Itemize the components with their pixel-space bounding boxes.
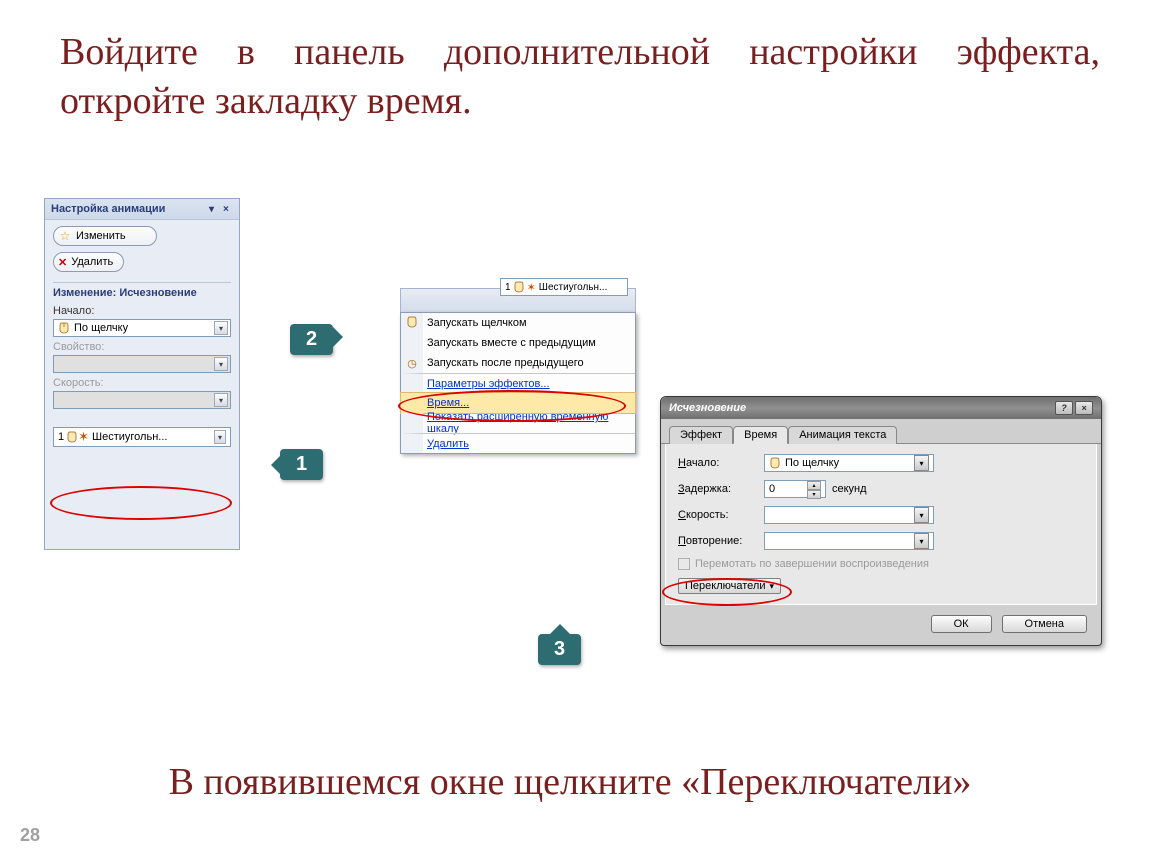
dlg-start-combo[interactable]: По щелчку ▾ bbox=[764, 454, 934, 472]
dlg-start-label: Начало: bbox=[678, 457, 764, 469]
checkbox-icon bbox=[678, 558, 690, 570]
start-label: Начало: bbox=[53, 301, 231, 319]
menu-item-label: Показать расширенную временную шкалу bbox=[427, 411, 627, 435]
dropdown-arrow-icon: ▾ bbox=[214, 393, 228, 407]
remove-effect-label: Удалить bbox=[71, 256, 113, 268]
remove-effect-button[interactable]: ✕ Удалить bbox=[53, 252, 124, 272]
property-combo: ▾ bbox=[53, 355, 231, 373]
dlg-repeat-combo[interactable]: ▾ bbox=[764, 532, 934, 550]
item-dropdown-icon[interactable]: ▾ bbox=[214, 430, 226, 444]
ok-button[interactable]: ОК bbox=[931, 615, 992, 633]
start-combo[interactable]: По щелчку ▾ bbox=[53, 319, 231, 337]
close-button-icon[interactable]: × bbox=[1075, 401, 1093, 415]
menu-item-show-timeline[interactable]: Показать расширенную временную шкалу bbox=[401, 413, 635, 433]
slide-title: Войдите в панель дополнительной настройк… bbox=[60, 28, 1100, 127]
triggers-toggle-button[interactable]: Переключатели ▾ bbox=[678, 578, 781, 594]
dropdown-arrow-icon[interactable]: ▾ bbox=[914, 533, 929, 549]
task-pane-title-text: Настройка анимации bbox=[51, 203, 165, 215]
tab-effect[interactable]: Эффект bbox=[669, 426, 733, 444]
speed-combo: ▾ bbox=[53, 391, 231, 409]
change-effect-label: Изменить bbox=[76, 230, 126, 242]
effect-star-icon: ✶ bbox=[527, 281, 536, 294]
menu-item-label: Удалить bbox=[427, 438, 469, 450]
spinner-icon[interactable]: ▴▾ bbox=[807, 481, 821, 497]
section-heading: Изменение: Исчезновение bbox=[53, 282, 231, 301]
mouse-icon bbox=[66, 431, 78, 443]
dropdown-arrow-icon[interactable]: ▾ bbox=[914, 507, 929, 523]
callout-step-1: 1 bbox=[280, 449, 323, 480]
remove-x-icon: ✕ bbox=[58, 256, 67, 269]
menu-item-effect-options[interactable]: Параметры эффектов... bbox=[401, 373, 635, 393]
triggers-toggle-label: Переключатели bbox=[685, 580, 765, 592]
task-pane-titlebar: Настройка анимации ▾ × bbox=[45, 199, 239, 220]
speed-label: Скорость: bbox=[53, 373, 231, 391]
mouse-icon bbox=[513, 281, 525, 293]
mouse-icon bbox=[403, 316, 421, 331]
dlg-delay-spinner[interactable]: 0 ▴▾ bbox=[764, 480, 826, 498]
page-number: 28 bbox=[20, 825, 40, 846]
trigger-number: 1 bbox=[505, 282, 511, 293]
dlg-delay-label: Задержка: bbox=[678, 483, 764, 495]
context-menu-area: 1 ✶ Шестиугольн... Запускать щелчком Зап… bbox=[400, 288, 636, 454]
dlg-delay-unit: секунд bbox=[832, 483, 867, 495]
task-pane-close-icon[interactable]: × bbox=[223, 204, 233, 214]
change-effect-button[interactable]: ☆ Изменить bbox=[53, 226, 157, 246]
callout-step-3: 3 bbox=[538, 634, 581, 665]
chevron-down-icon: ▾ bbox=[769, 581, 774, 592]
dlg-delay-value: 0 bbox=[769, 483, 775, 495]
start-combo-value: По щелчку bbox=[74, 322, 128, 334]
menu-item-remove[interactable]: Удалить bbox=[401, 433, 635, 453]
menu-item-with-previous[interactable]: Запускать вместе с предыдущим bbox=[401, 333, 635, 353]
trigger-item-name: Шестиугольн... bbox=[539, 282, 608, 293]
dlg-repeat-label: Повторение: bbox=[678, 535, 764, 547]
menu-item-label: Параметры эффектов... bbox=[427, 378, 550, 390]
animation-task-pane: Настройка анимации ▾ × ☆ Изменить ✕ Удал… bbox=[44, 198, 240, 550]
context-menu-trigger-item[interactable]: 1 ✶ Шестиугольн... bbox=[500, 278, 628, 296]
dlg-rewind-checkbox[interactable]: Перемотать по завершении воспроизведения bbox=[678, 558, 1084, 570]
task-pane-menu-icon[interactable]: ▾ bbox=[209, 204, 219, 214]
menu-item-label: Время... bbox=[427, 397, 469, 409]
context-menu: Запускать щелчком Запускать вместе с пре… bbox=[400, 312, 636, 454]
menu-item-after-previous[interactable]: ◷ Запускать после предыдущего bbox=[401, 353, 635, 373]
cancel-button[interactable]: Отмена bbox=[1002, 615, 1087, 633]
mouse-icon bbox=[58, 322, 70, 334]
star-icon: ☆ bbox=[58, 229, 72, 243]
tab-timing[interactable]: Время bbox=[733, 426, 788, 444]
dialog-title-text: Исчезновение bbox=[669, 402, 746, 414]
clock-icon: ◷ bbox=[403, 357, 421, 370]
menu-item-label: Запускать вместе с предыдущим bbox=[427, 337, 596, 349]
dlg-start-value: По щелчку bbox=[785, 457, 839, 469]
timing-dialog: Исчезновение ? × Эффект Время Анимация т… bbox=[660, 396, 1102, 646]
dlg-speed-combo[interactable]: ▾ bbox=[764, 506, 934, 524]
anim-item-name: Шестиугольн... bbox=[92, 431, 167, 443]
mouse-icon bbox=[769, 457, 781, 469]
dialog-titlebar: Исчезновение ? × bbox=[661, 397, 1101, 419]
anim-item-number: 1 bbox=[58, 431, 64, 443]
dropdown-arrow-icon: ▾ bbox=[214, 357, 228, 371]
animation-list-item[interactable]: 1 ✶ Шестиугольн... ▾ bbox=[53, 427, 231, 447]
menu-item-label: Запускать после предыдущего bbox=[427, 357, 584, 369]
dialog-tabbar: Эффект Время Анимация текста bbox=[661, 419, 1101, 444]
tab-text-animation[interactable]: Анимация текста bbox=[788, 426, 897, 444]
menu-item-timing[interactable]: Время... bbox=[401, 393, 635, 413]
dropdown-arrow-icon[interactable]: ▾ bbox=[914, 455, 929, 471]
dlg-rewind-label: Перемотать по завершении воспроизведения bbox=[695, 558, 929, 570]
dialog-body: Начало: По щелчку ▾ Задержка: 0 ▴▾ секун… bbox=[665, 444, 1097, 605]
effect-star-icon: ✶ bbox=[78, 429, 89, 445]
callout-step-2: 2 bbox=[290, 324, 333, 355]
dlg-speed-label: Скорость: bbox=[678, 509, 764, 521]
dropdown-arrow-icon[interactable]: ▾ bbox=[214, 321, 228, 335]
help-button-icon[interactable]: ? bbox=[1055, 401, 1073, 415]
menu-item-label: Запускать щелчком bbox=[427, 317, 527, 329]
slide-footer-text: В появившемся окне щелкните «Переключате… bbox=[40, 760, 1100, 804]
menu-item-on-click[interactable]: Запускать щелчком bbox=[401, 313, 635, 333]
property-label: Свойство: bbox=[53, 337, 231, 355]
